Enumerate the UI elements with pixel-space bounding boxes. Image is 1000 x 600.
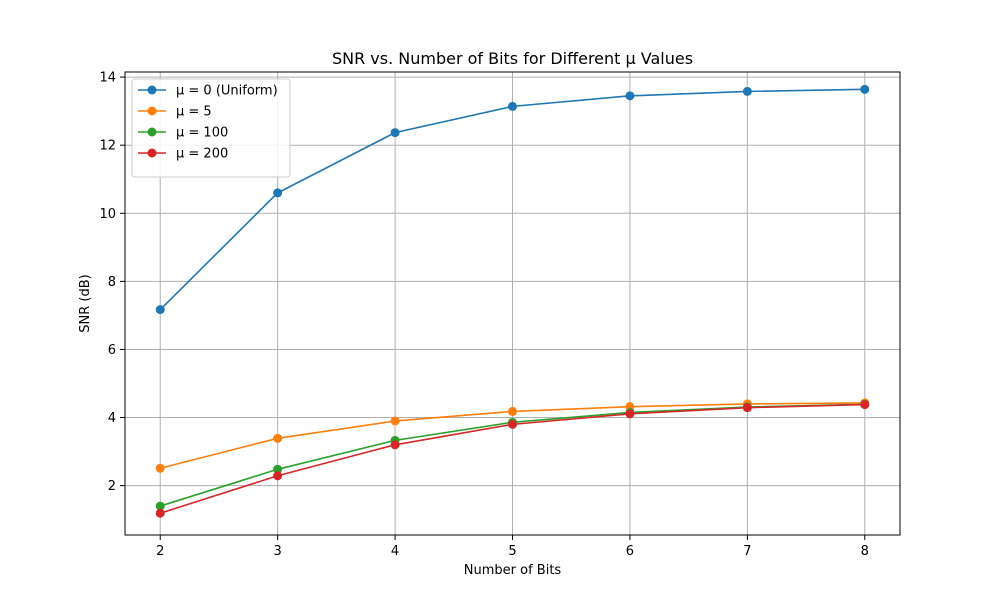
data-point xyxy=(742,86,752,96)
x-tick-label: 2 xyxy=(156,544,164,559)
series-4 xyxy=(155,400,870,518)
y-tick-label: 12 xyxy=(99,139,116,154)
data-point xyxy=(625,409,635,419)
legend-label: μ = 200 xyxy=(176,147,228,162)
y-tick-label: 14 xyxy=(99,71,116,86)
legend-marker xyxy=(147,85,157,95)
legend-marker xyxy=(147,106,157,116)
x-tick-label: 3 xyxy=(274,544,282,559)
x-tick-label: 7 xyxy=(743,544,751,559)
legend-item: μ = 5 xyxy=(138,105,212,120)
data-point xyxy=(155,508,165,518)
y-tick-label: 4 xyxy=(108,411,116,426)
data-point xyxy=(860,84,870,94)
data-point xyxy=(273,188,283,198)
data-point xyxy=(390,128,400,138)
legend-label: μ = 100 xyxy=(176,126,228,141)
legend-label: μ = 5 xyxy=(176,105,212,120)
data-point xyxy=(625,91,635,101)
x-tick-label: 8 xyxy=(861,544,869,559)
series-group xyxy=(155,84,870,518)
grid xyxy=(125,72,900,535)
series-1 xyxy=(155,84,870,315)
y-tick-label: 8 xyxy=(108,275,116,290)
x-tick-label: 4 xyxy=(391,544,399,559)
data-point xyxy=(508,419,517,429)
x-tick-label: 5 xyxy=(508,544,516,559)
data-point xyxy=(273,464,283,474)
legend-label: μ = 0 (Uniform) xyxy=(176,84,278,99)
y-axis-label: SNR (dB) xyxy=(78,274,93,332)
x-tick-label: 6 xyxy=(626,544,634,559)
legend-box xyxy=(131,78,291,178)
legend-marker xyxy=(147,127,157,137)
data-point xyxy=(155,305,165,315)
data-point xyxy=(508,101,517,111)
data-point xyxy=(508,406,517,416)
data-point xyxy=(390,440,400,450)
data-point xyxy=(860,400,870,410)
y-tick-label: 2 xyxy=(108,479,116,494)
chart-title: SNR vs. Number of Bits for Different μ V… xyxy=(332,49,693,68)
data-point xyxy=(742,403,752,413)
y-tick-label: 6 xyxy=(108,343,116,358)
y-tick-label: 10 xyxy=(99,207,116,222)
legend-item: μ = 0 (Uniform) xyxy=(138,84,278,99)
data-point xyxy=(390,416,400,426)
data-point xyxy=(273,471,283,481)
data-point xyxy=(155,463,165,473)
legend: μ = 0 (Uniform) μ = 5 μ = 100 μ = 200 xyxy=(131,78,291,178)
x-axis-label: Number of Bits xyxy=(464,563,562,578)
legend-marker xyxy=(147,148,157,158)
data-point xyxy=(273,433,283,443)
data-point xyxy=(155,501,165,511)
legend-item: μ = 200 xyxy=(138,147,228,162)
axis-ticks: 2 3 4 5 6 7 8 2 4 6 8 10 12 14 xyxy=(99,71,868,559)
legend-item: μ = 100 xyxy=(138,126,228,141)
